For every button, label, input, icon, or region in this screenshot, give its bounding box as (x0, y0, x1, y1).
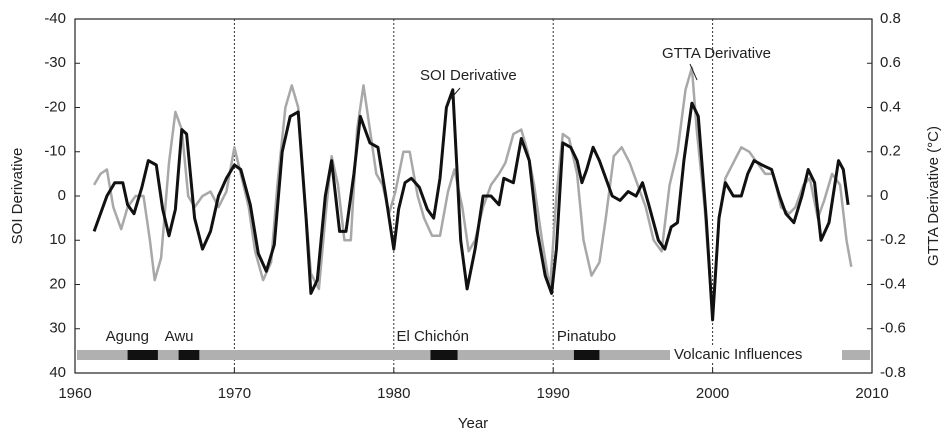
series-line (92, 88, 850, 322)
x-tick-label: 1960 (58, 385, 91, 402)
series-label: SOI Derivative (420, 67, 517, 84)
band-label-bg (670, 347, 842, 363)
volcano-label: Pinatubo (557, 328, 616, 345)
volcanic-event (127, 350, 158, 360)
x-tick-label: 1990 (537, 385, 570, 402)
y-tick-label: 40 (49, 364, 66, 381)
band-label: Volcanic Influences (674, 346, 802, 363)
y2-axis-title: GTTA Derivative (°C) (925, 126, 942, 266)
y-axis-title: SOI Derivative (9, 148, 26, 245)
volcano-label: El Chichón (396, 328, 469, 345)
y2-tick-label: 0.8 (880, 10, 901, 27)
y-tick-label: 30 (49, 320, 66, 337)
y-tick-label: -40 (44, 10, 66, 27)
x-tick-label: 2010 (855, 385, 888, 402)
volcanic-event (430, 350, 458, 360)
volcanic-band (77, 350, 870, 360)
volcanic-event (178, 350, 200, 360)
volcano-label: Awu (165, 328, 194, 345)
y2-tick-label: 0 (880, 187, 888, 204)
y2-tick-label: -0.6 (880, 320, 906, 337)
y-tick-label: -20 (44, 98, 66, 115)
y-tick-label: -30 (44, 54, 66, 71)
y-tick-label: 10 (49, 231, 66, 248)
volcano-label: Agung (106, 328, 149, 345)
x-tick-label: 1980 (377, 385, 410, 402)
volcanic-event (573, 350, 600, 360)
y2-tick-label: 0.4 (880, 98, 901, 115)
x-tick-label: 1970 (218, 385, 251, 402)
y2-tick-label: 0.2 (880, 143, 901, 160)
y-tick-label: 0 (58, 187, 66, 204)
y-tick-label: 20 (49, 275, 66, 292)
y-tick-label: -10 (44, 143, 66, 160)
series-line (93, 66, 853, 319)
y2-tick-label: -0.2 (880, 231, 906, 248)
label-leader (689, 63, 698, 81)
y2-tick-label: -0.4 (880, 275, 906, 292)
x-tick-label: 2000 (696, 385, 729, 402)
y2-tick-label: -0.8 (880, 364, 906, 381)
label-leader (447, 87, 461, 103)
series-label: GTTA Derivative (662, 45, 771, 62)
x-axis-title: Year (458, 415, 488, 432)
y2-tick-label: 0.6 (880, 54, 901, 71)
